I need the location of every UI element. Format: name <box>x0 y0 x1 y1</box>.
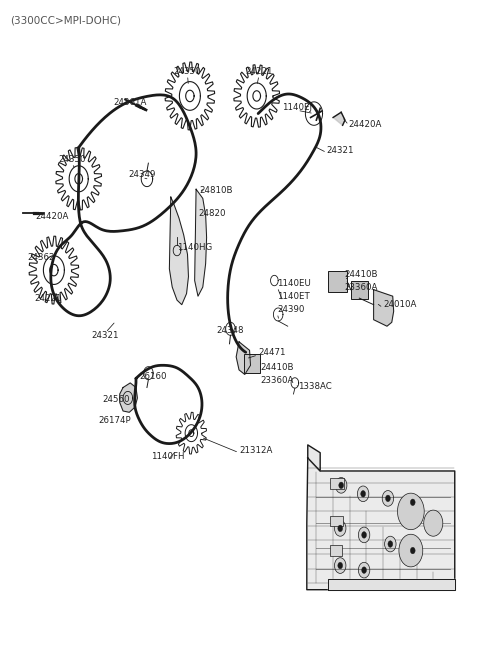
Text: 1140HG: 1140HG <box>177 244 212 252</box>
Circle shape <box>407 495 419 510</box>
FancyBboxPatch shape <box>351 280 368 299</box>
Circle shape <box>399 534 423 567</box>
Circle shape <box>384 536 396 552</box>
Text: 24349: 24349 <box>129 170 156 179</box>
Text: 21312A: 21312A <box>239 445 273 455</box>
Text: 24820: 24820 <box>198 209 226 218</box>
Polygon shape <box>195 189 206 296</box>
Circle shape <box>338 562 343 569</box>
Text: 24350: 24350 <box>174 67 201 77</box>
Text: 24221: 24221 <box>35 293 62 303</box>
Text: 24321: 24321 <box>92 331 119 340</box>
Circle shape <box>359 527 370 543</box>
Text: 23360A: 23360A <box>344 282 377 291</box>
Text: 1140FH: 1140FH <box>151 452 184 461</box>
Circle shape <box>338 525 343 532</box>
Polygon shape <box>236 342 251 375</box>
Text: 26160: 26160 <box>139 372 167 381</box>
Circle shape <box>397 493 424 530</box>
Circle shape <box>382 491 394 506</box>
Text: 24420A: 24420A <box>36 212 69 221</box>
Text: 24420A: 24420A <box>349 119 382 128</box>
Polygon shape <box>373 290 394 326</box>
Circle shape <box>410 499 415 506</box>
FancyBboxPatch shape <box>330 516 343 527</box>
Circle shape <box>362 567 366 573</box>
Text: (3300CC>MPI-DOHC): (3300CC>MPI-DOHC) <box>10 16 121 26</box>
Text: 1140ET: 1140ET <box>277 291 310 301</box>
Text: 24471: 24471 <box>258 348 286 357</box>
Text: 24361A: 24361A <box>114 98 147 107</box>
Text: 24410B: 24410B <box>260 364 294 373</box>
FancyBboxPatch shape <box>330 477 344 489</box>
Text: 24362: 24362 <box>28 253 55 261</box>
Text: 1140EJ: 1140EJ <box>282 103 312 111</box>
Text: 1140EU: 1140EU <box>277 278 311 288</box>
Text: 23360A: 23360A <box>260 377 293 386</box>
Circle shape <box>424 510 443 536</box>
Text: 24221: 24221 <box>245 67 273 77</box>
FancyBboxPatch shape <box>328 271 348 292</box>
Text: 24348: 24348 <box>216 326 244 335</box>
Circle shape <box>362 532 366 538</box>
Text: 26174P: 26174P <box>99 416 132 424</box>
Circle shape <box>335 521 346 536</box>
Circle shape <box>361 491 365 497</box>
Circle shape <box>407 543 419 558</box>
Text: 1338AC: 1338AC <box>298 382 332 390</box>
Text: 24410B: 24410B <box>344 269 378 278</box>
Polygon shape <box>307 458 455 590</box>
Polygon shape <box>328 578 455 590</box>
Circle shape <box>336 477 347 493</box>
Text: 24010A: 24010A <box>383 300 417 309</box>
Circle shape <box>388 541 393 548</box>
Polygon shape <box>120 383 137 412</box>
Circle shape <box>335 558 346 573</box>
Text: 24810B: 24810B <box>199 186 233 195</box>
Circle shape <box>339 482 344 489</box>
FancyBboxPatch shape <box>243 354 260 373</box>
Circle shape <box>358 486 369 502</box>
Circle shape <box>385 495 390 502</box>
Polygon shape <box>169 197 189 305</box>
Text: 24560: 24560 <box>102 395 130 403</box>
Text: 24390: 24390 <box>277 305 305 314</box>
FancyBboxPatch shape <box>330 546 342 556</box>
Text: 24350: 24350 <box>58 155 86 164</box>
Text: 24321: 24321 <box>327 145 354 155</box>
Polygon shape <box>308 445 320 471</box>
Circle shape <box>410 548 415 554</box>
Circle shape <box>359 562 370 578</box>
Polygon shape <box>333 112 345 125</box>
